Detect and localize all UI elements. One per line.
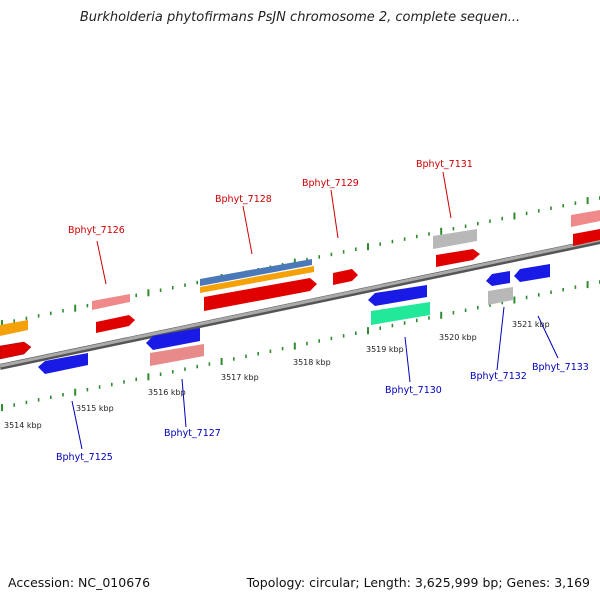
reverse-features[interactable] — [38, 264, 550, 374]
gene-arrow — [146, 328, 200, 350]
map-title: Burkholderia phytofirmans PsJN chromosom… — [79, 10, 521, 25]
gene-bar — [0, 320, 28, 336]
gene-bar — [150, 344, 204, 366]
gene-bar — [571, 210, 600, 227]
gene-label[interactable]: Bphyt_7127 — [164, 428, 221, 439]
label-leaders — [71, 171, 559, 450]
gene-bar — [371, 302, 430, 325]
kbp-label: 3519 kbp — [366, 345, 404, 354]
gene-label[interactable]: Bphyt_7131 — [416, 159, 473, 170]
gene-arrow — [96, 315, 135, 333]
gene-bar — [488, 287, 513, 305]
gene-bar — [200, 259, 312, 286]
gene-bar — [200, 266, 314, 293]
gene-arrow — [333, 269, 358, 285]
gene-label[interactable]: Bphyt_7129 — [302, 178, 359, 189]
kbp-label: 3516 kbp — [148, 388, 186, 397]
kbp-label: 3521 kbp — [512, 320, 550, 329]
accession-text: Accession: NC_010676 — [8, 575, 151, 590]
gene-arrow — [436, 249, 480, 267]
gene-arrow — [368, 285, 427, 306]
gene-label[interactable]: Bphyt_7126 — [68, 225, 125, 236]
gene-bar — [92, 294, 130, 310]
gene-label[interactable]: Bphyt_7125 — [56, 452, 113, 463]
gene-arrow — [0, 341, 32, 360]
gene-label[interactable]: Bphyt_7133 — [532, 362, 589, 373]
kbp-label: 3517 kbp — [221, 373, 259, 382]
kbp-label: 3514 kbp — [4, 421, 42, 430]
gene-bar — [433, 229, 477, 249]
gene-arrow — [38, 353, 88, 374]
gene-arrow — [486, 271, 510, 286]
tick-track-lower — [1, 280, 600, 412]
topology-summary: Topology: circular; Length: 3,625,999 bp… — [246, 575, 590, 590]
kbp-label: 3518 kbp — [293, 358, 331, 367]
gene-arrow — [514, 264, 550, 282]
gene-label[interactable]: Bphyt_7128 — [215, 194, 272, 205]
gene-label[interactable]: Bphyt_7130 — [385, 385, 442, 396]
kbp-label: 3515 kbp — [76, 404, 114, 413]
kbp-label: 3520 kbp — [439, 333, 477, 342]
backbone — [0, 238, 600, 370]
forward-features[interactable] — [0, 210, 600, 360]
gene-arrow — [204, 278, 317, 311]
gene-arrow — [573, 229, 600, 246]
gene-label[interactable]: Bphyt_7132 — [470, 371, 527, 382]
